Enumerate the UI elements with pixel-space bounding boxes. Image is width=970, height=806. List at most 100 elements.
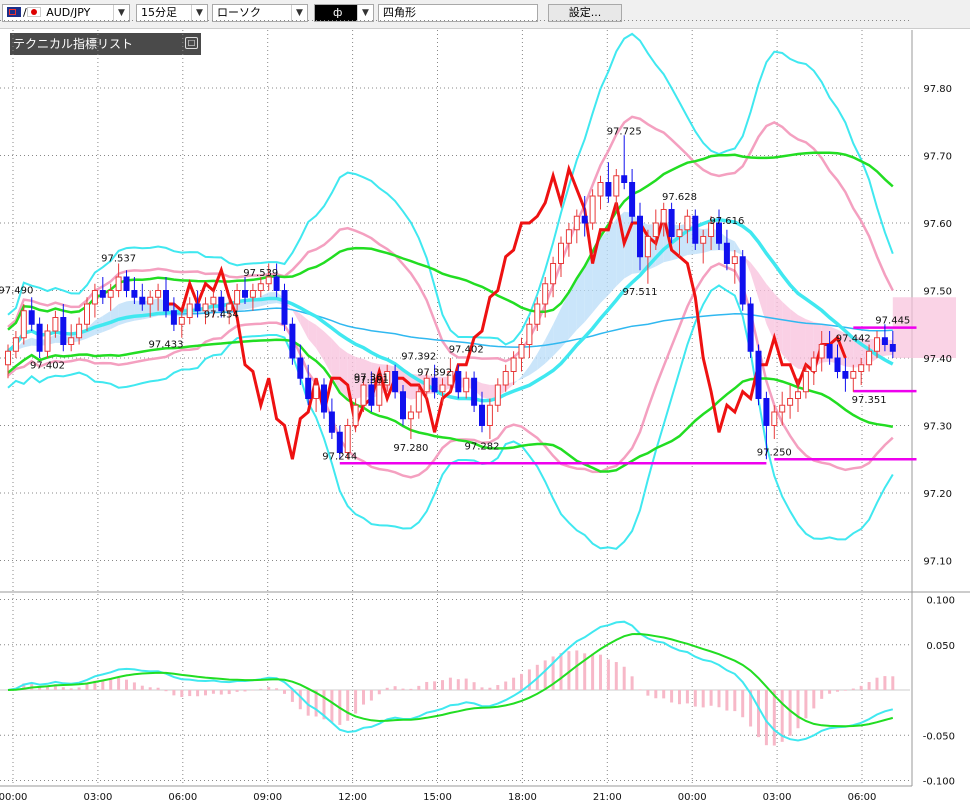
price-axis-tick-label: 97.20 — [923, 489, 952, 500]
candle-body — [684, 215, 691, 231]
cloud-band — [624, 211, 633, 279]
candle-body — [692, 215, 699, 244]
japan-flag-icon — [26, 7, 41, 17]
price-label: 97.361 — [354, 372, 389, 383]
candle-body — [447, 371, 454, 386]
cloud-band — [316, 324, 324, 361]
chevron-down-icon[interactable]: ▼ — [113, 5, 129, 21]
cloud-band — [845, 333, 854, 368]
candle-body — [91, 290, 98, 305]
indicator-list-title: テクニカル指標リスト — [13, 37, 134, 51]
candle-body — [423, 377, 430, 393]
candle-body — [415, 391, 422, 413]
candle-body — [218, 296, 225, 312]
price-label: 97.445 — [875, 316, 910, 327]
candle-body — [99, 290, 106, 298]
cloud-band — [608, 219, 617, 296]
candle-body — [305, 377, 312, 399]
candle-body — [139, 296, 146, 305]
candle-body — [226, 303, 233, 312]
candle-body — [795, 391, 801, 399]
chart-style-select[interactable]: ローソク ▼ — [212, 4, 308, 22]
candle-body — [558, 242, 564, 264]
candle-body — [376, 384, 383, 406]
candle-body — [763, 398, 770, 426]
price-label: 97.392 — [401, 351, 436, 362]
cloud-band — [774, 293, 783, 355]
candle-body — [131, 290, 138, 298]
candle-body — [660, 209, 667, 224]
indicator-list-panel[interactable]: テクニカル指標リスト □ — [10, 33, 201, 55]
candle-body — [249, 290, 256, 298]
candle-body — [368, 384, 375, 406]
candle-body — [210, 296, 217, 305]
candle-body — [178, 317, 185, 325]
candle-body — [297, 357, 304, 379]
candle-body — [407, 411, 414, 420]
price-label: 97.280 — [393, 443, 428, 454]
candle-body — [550, 263, 557, 285]
symbol-select[interactable]: / AUD/JPY ▼ — [2, 4, 130, 22]
candle-body — [510, 357, 517, 372]
cloud-band — [284, 298, 293, 311]
color-select[interactable]: ф ▼ — [314, 4, 374, 22]
candle-icon: ф — [333, 6, 343, 19]
price-axis-tick-label: 97.70 — [923, 152, 952, 163]
price-axis-tick-label: 97.10 — [923, 557, 952, 568]
candle-body — [486, 404, 493, 426]
signal-line — [7, 632, 894, 728]
cloud-band — [568, 277, 577, 339]
cloud-band — [126, 300, 135, 323]
cloud-band — [324, 331, 332, 376]
candle-body — [289, 323, 296, 359]
candle-body — [644, 236, 651, 258]
drawing-tool-field[interactable]: 四角形 — [378, 4, 538, 22]
time-axis-tick-label: 21:00 — [593, 792, 622, 803]
candle-body — [123, 276, 130, 291]
time-axis-tick-label: 06:00 — [848, 792, 877, 803]
macd-line — [7, 620, 894, 742]
candle-body — [874, 337, 880, 352]
color-swatch — [315, 5, 359, 21]
oscillator-axis-tick-label: 0.100 — [926, 596, 955, 607]
price-axis-tick-label: 97.30 — [923, 422, 952, 433]
settings-button[interactable]: 設定... — [548, 4, 622, 22]
candle-body — [12, 337, 19, 352]
candle-body — [234, 290, 241, 305]
timeframe-select[interactable]: 15分足 ▼ — [136, 4, 208, 22]
candle-body — [889, 344, 896, 352]
chart-style-label: ローソク — [217, 6, 261, 19]
candle-body — [637, 215, 643, 258]
candle-body — [202, 303, 209, 312]
candle-body — [328, 411, 335, 433]
candle-body — [52, 317, 59, 332]
oscillator-axis-tick-label: -0.100 — [923, 777, 955, 788]
chevron-down-icon[interactable]: ▼ — [357, 5, 373, 21]
cloud-band — [790, 308, 798, 369]
candle-body — [723, 242, 730, 264]
candle-body — [652, 222, 659, 237]
candle-body — [708, 222, 715, 237]
chevron-down-icon[interactable]: ▼ — [191, 5, 207, 21]
chevron-down-icon[interactable]: ▼ — [291, 5, 307, 21]
candle-body — [242, 290, 248, 298]
price-label: 97.539 — [243, 268, 278, 279]
candle-body — [771, 411, 778, 426]
green-lower-band-line — [7, 338, 894, 473]
collapse-icon[interactable]: □ — [185, 37, 198, 49]
candle-body — [36, 323, 43, 352]
candle-body — [526, 323, 533, 345]
cloud-band — [798, 314, 806, 370]
cloud-band — [482, 383, 490, 399]
time-axis-tick-label: 09:00 — [253, 792, 282, 803]
candle-body — [565, 229, 572, 244]
candle-body — [194, 303, 201, 312]
candle-body — [494, 384, 501, 406]
price-label: 97.392 — [417, 367, 452, 378]
candle-body — [716, 222, 722, 244]
candle-body — [731, 256, 738, 264]
candle-body — [818, 344, 825, 359]
candle-body — [621, 175, 628, 183]
time-axis-tick-label: 00:00 — [0, 792, 27, 803]
